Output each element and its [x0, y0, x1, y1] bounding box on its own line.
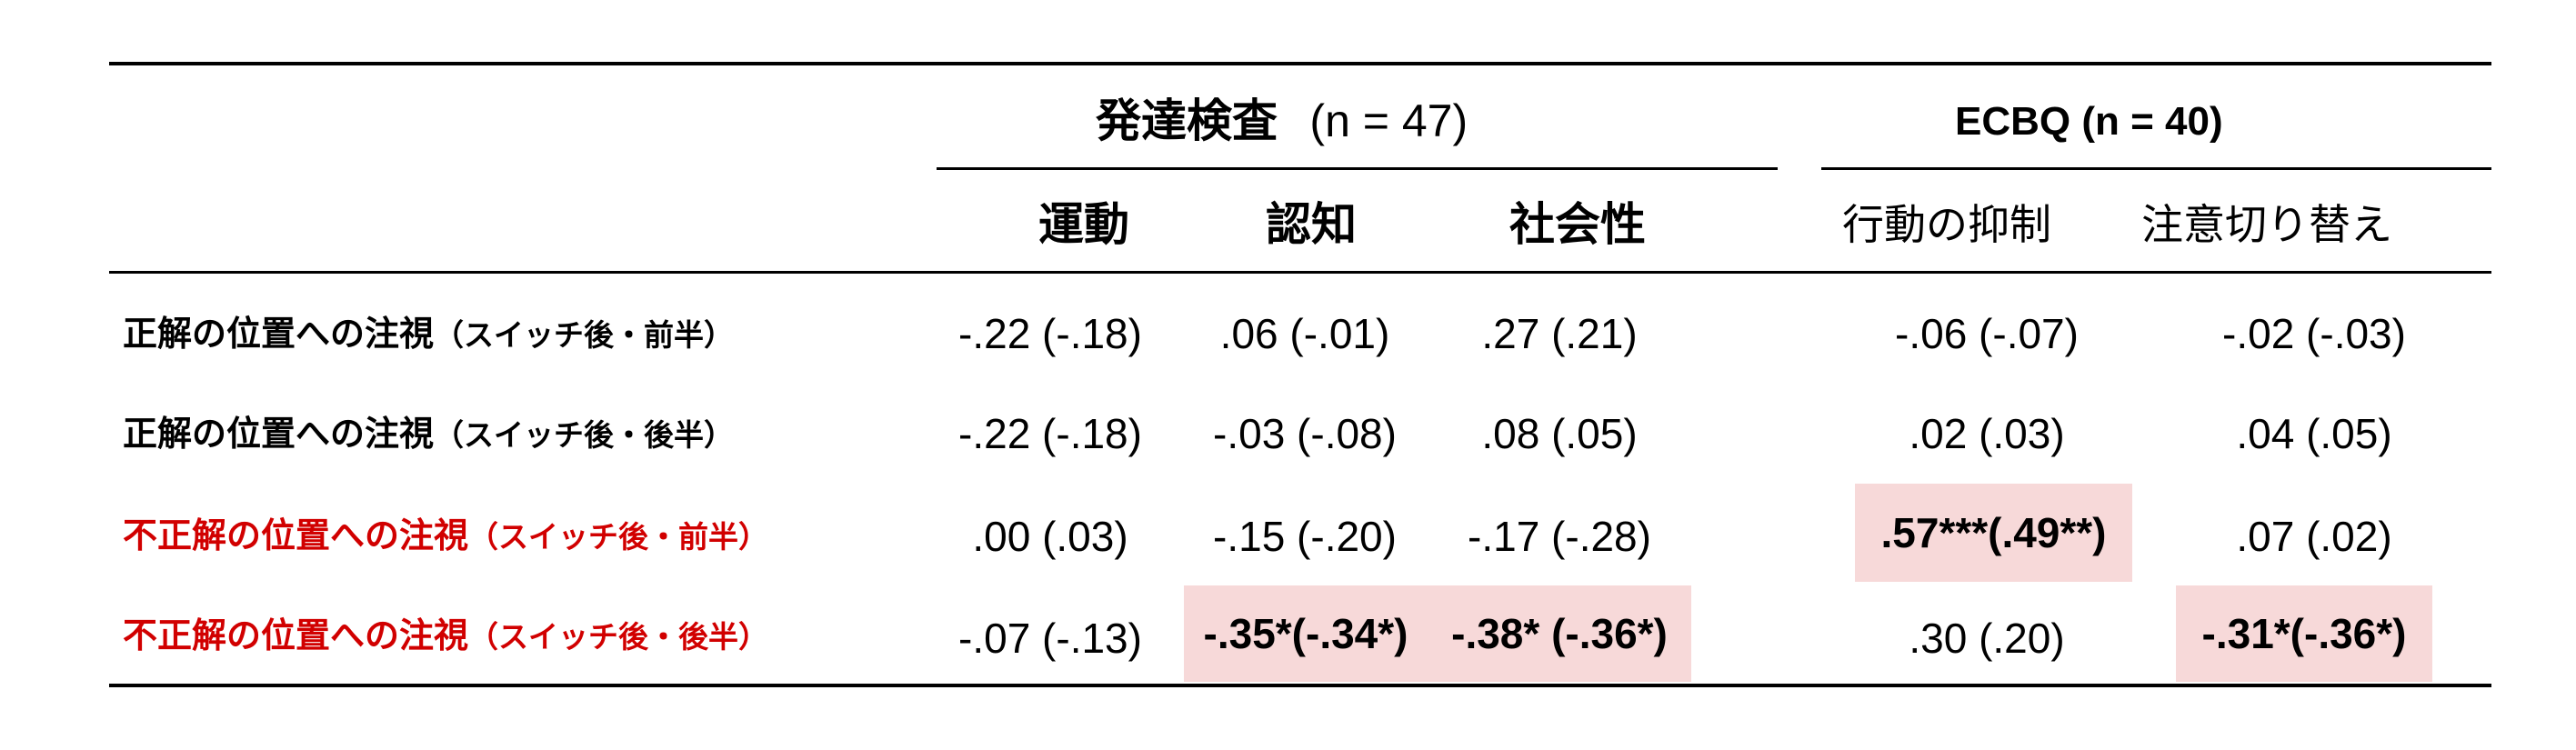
cell-r2-c4: .02 (.03) [1909, 410, 2065, 457]
row-label-2: 正解の位置への注視（スイッチ後・後半） [123, 416, 734, 451]
cell-r4-c5-highlighted: -.31*(-.36*) [2176, 585, 2432, 682]
row-label-2-qualifier: （スイッチ後・後半） [434, 417, 735, 453]
row-label-4: 不正解の位置への注視（スイッチ後・後半） [123, 618, 768, 653]
group-header-developmental-label: 発達検査 [1096, 95, 1278, 147]
group-rule-developmental [937, 167, 1778, 170]
cell-r1-c5: -.02 (-.03) [2222, 310, 2406, 357]
group-header-ecbq-label: ECBQ [1955, 99, 2071, 144]
cell-r4-c1: -.07 (-.13) [958, 615, 1142, 662]
row-label-1-main: 正解の位置への注視 [123, 314, 435, 354]
cell-r4-c3-highlighted: -.38* (-.36*) [1428, 585, 1691, 682]
cell-r2-c1: -.22 (-.18) [958, 410, 1142, 457]
group-header-developmental: 発達検査 (n = 47) [1096, 98, 1468, 144]
cell-r2-c3: .08 (.05) [1481, 410, 1638, 457]
cell-r3-c3: -.17 (-.28) [1468, 512, 1651, 560]
column-header-attention-shift: 注意切り替え [2141, 200, 2392, 249]
cell-r1-c1: -.22 (-.18) [958, 310, 1142, 357]
row-label-2-main: 正解の位置への注視 [123, 414, 435, 454]
row-label-3-qualifier: （スイッチ後・前半） [468, 519, 769, 555]
bottom-rule [109, 684, 2491, 687]
row-label-3: 不正解の位置への注視（スイッチ後・前半） [123, 518, 768, 553]
cell-r1-c2: .06 (-.01) [1219, 310, 1390, 357]
group-header-ecbq: ECBQ (n = 40) [1955, 102, 2223, 142]
cell-r3-c4-highlighted: .57***(.49**) [1855, 484, 2132, 582]
cell-r2-c2: -.03 (-.08) [1213, 410, 1397, 457]
cell-r4-c4: .30 (.20) [1909, 615, 2065, 662]
column-header-inhibition: 行動の抑制 [1842, 200, 2051, 249]
cell-r1-c4: -.06 (-.07) [1895, 310, 2079, 357]
column-header-social: 社会性 [1509, 198, 1646, 251]
cell-r4-c2-highlighted: -.35*(-.34*) [1184, 585, 1428, 682]
column-header-cognition: 認知 [1266, 198, 1357, 251]
row-label-4-qualifier: （スイッチ後・後半） [468, 619, 769, 655]
row-label-1-qualifier: （スイッチ後・前半） [434, 317, 735, 353]
top-rule [109, 62, 2491, 65]
header-rule [109, 271, 2491, 274]
cell-r3-c2: -.15 (-.20) [1213, 512, 1397, 560]
row-label-1: 正解の位置への注視（スイッチ後・前半） [123, 316, 734, 351]
column-header-motor: 運動 [1038, 198, 1129, 251]
cell-r3-c5: .07 (.02) [2236, 512, 2392, 560]
row-label-3-main: 不正解の位置への注視 [123, 515, 469, 555]
group-header-ecbq-n: (n = 40) [2081, 99, 2223, 144]
group-header-developmental-n: (n = 47) [1309, 95, 1468, 146]
group-rule-ecbq [1821, 167, 2491, 170]
row-label-4-main: 不正解の位置への注視 [123, 615, 469, 655]
cell-r1-c3: .27 (.21) [1481, 310, 1638, 357]
cell-r2-c5: .04 (.05) [2236, 410, 2392, 457]
cell-r3-c1: .00 (.03) [972, 512, 1128, 560]
